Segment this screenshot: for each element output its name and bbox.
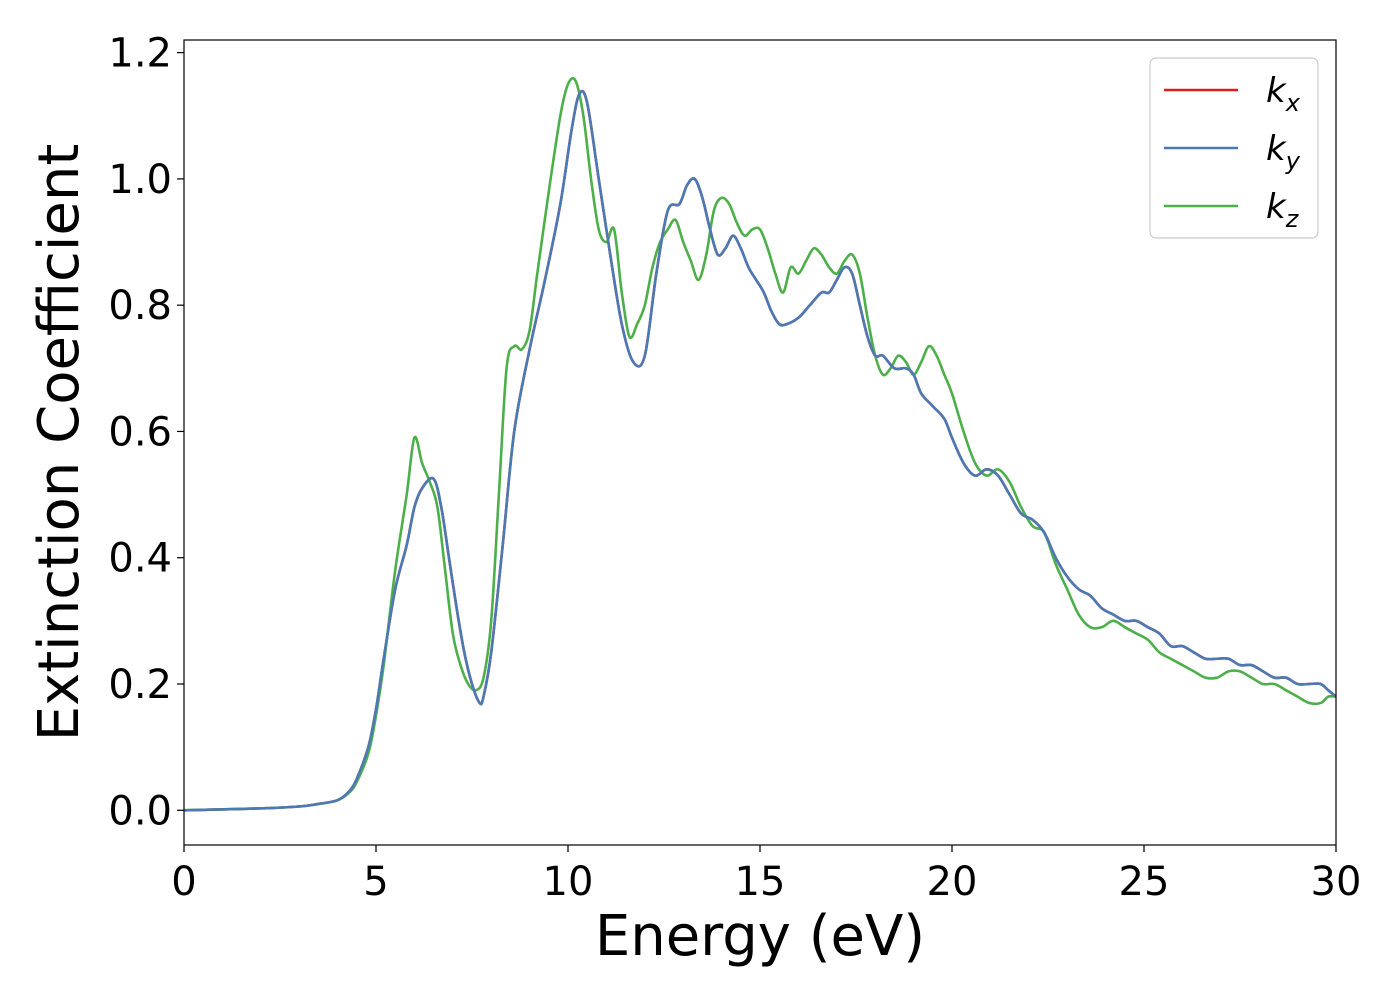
series-layer — [184, 76, 1336, 812]
y-tick-label: 1.2 — [108, 31, 172, 77]
x-axis-title: Energy (eV) — [595, 904, 925, 969]
series-line-k-z — [184, 76, 1336, 812]
x-tick-label: 5 — [363, 859, 388, 905]
y-tick-label: 0.4 — [108, 536, 172, 582]
x-tick-label: 0 — [171, 859, 196, 905]
y-tick-label: 1.0 — [108, 157, 172, 203]
y-tick-label: 0.6 — [108, 409, 172, 455]
legend-label-k-z: kz — [1266, 187, 1300, 233]
y-axis-title: Extinction Coefficient — [27, 144, 92, 742]
y-tick-label: 0.8 — [108, 283, 172, 329]
x-tick-label: 30 — [1311, 859, 1362, 905]
y-tick-label: 0.0 — [108, 788, 172, 834]
x-tick-label: 15 — [735, 859, 786, 905]
x-axis-ticks: 0 5 10 15 20 25 30 — [171, 845, 1361, 905]
y-axis-ticks: 0.0 0.2 0.4 0.6 0.8 1.0 1.2 — [108, 31, 184, 834]
legend: kx ky kz — [1149, 57, 1319, 239]
series-line-k-y — [184, 89, 1336, 812]
legend-label-k-x: kx — [1266, 71, 1301, 117]
x-tick-label: 20 — [927, 859, 978, 905]
y-tick-label: 0.2 — [108, 662, 172, 708]
x-tick-label: 10 — [543, 859, 594, 905]
x-tick-label: 25 — [1119, 859, 1170, 905]
legend-label-k-y: ky — [1266, 129, 1301, 175]
